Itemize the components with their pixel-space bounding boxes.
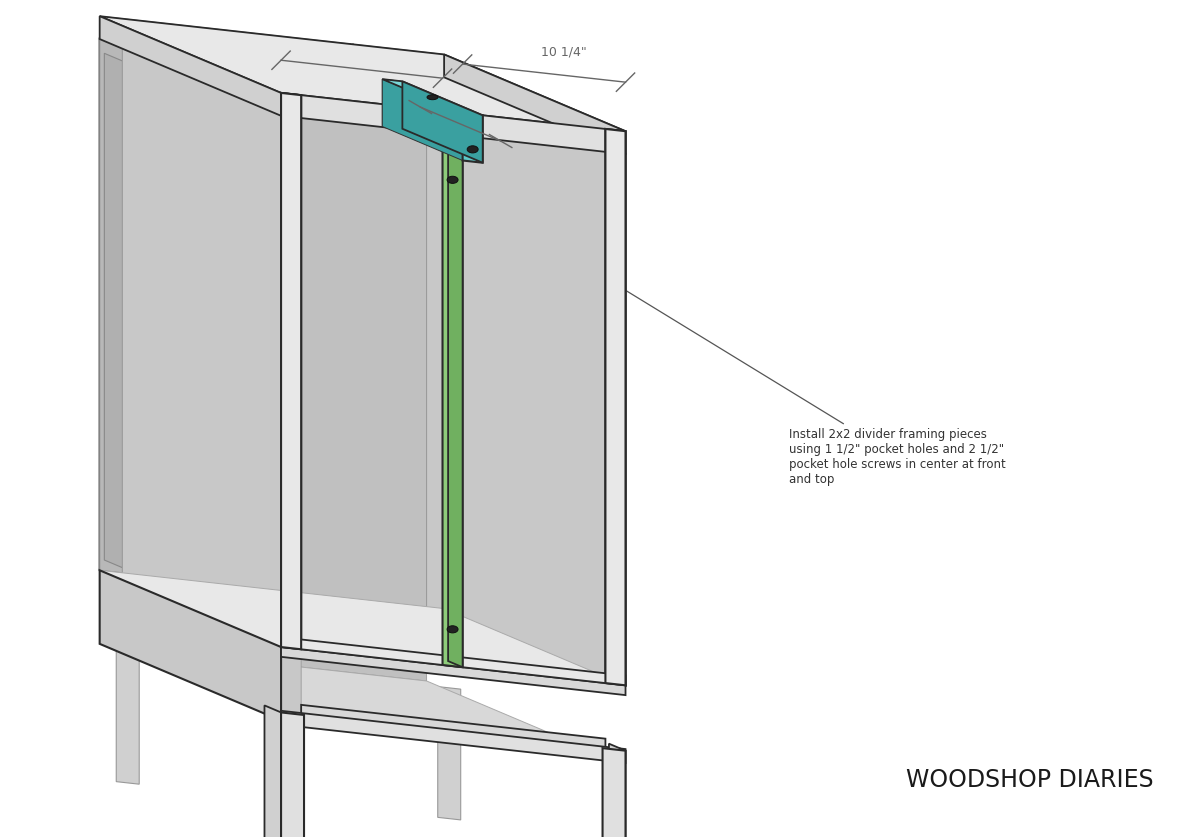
Polygon shape — [444, 77, 625, 685]
Polygon shape — [281, 712, 304, 838]
Polygon shape — [100, 571, 281, 721]
Polygon shape — [443, 134, 463, 667]
Polygon shape — [104, 54, 265, 628]
Polygon shape — [438, 686, 461, 820]
Polygon shape — [100, 16, 281, 116]
Polygon shape — [100, 39, 281, 647]
Polygon shape — [122, 574, 301, 723]
Ellipse shape — [448, 176, 458, 184]
Ellipse shape — [427, 95, 438, 100]
Polygon shape — [383, 79, 482, 116]
Polygon shape — [100, 571, 625, 685]
Polygon shape — [122, 43, 606, 152]
Polygon shape — [608, 743, 625, 838]
Polygon shape — [301, 705, 606, 750]
Polygon shape — [606, 129, 625, 685]
Polygon shape — [122, 43, 427, 608]
Polygon shape — [116, 651, 139, 784]
Polygon shape — [281, 637, 625, 685]
Polygon shape — [264, 706, 281, 838]
Polygon shape — [122, 647, 606, 757]
Polygon shape — [281, 93, 625, 154]
Polygon shape — [100, 16, 625, 132]
Polygon shape — [122, 574, 427, 681]
Polygon shape — [281, 93, 301, 649]
Text: 14": 14" — [473, 117, 494, 131]
Polygon shape — [444, 54, 625, 154]
Polygon shape — [602, 748, 625, 838]
Polygon shape — [606, 129, 625, 685]
Text: WOODSHOP DIARIES: WOODSHOP DIARIES — [906, 768, 1153, 792]
Polygon shape — [100, 39, 444, 608]
Text: 10 1/4": 10 1/4" — [310, 41, 355, 54]
Polygon shape — [428, 127, 463, 136]
Polygon shape — [448, 130, 463, 667]
Ellipse shape — [448, 626, 458, 633]
Polygon shape — [281, 711, 625, 763]
Polygon shape — [100, 16, 444, 77]
Polygon shape — [122, 43, 301, 649]
Polygon shape — [427, 76, 606, 683]
Text: 28": 28" — [493, 398, 515, 411]
Polygon shape — [383, 79, 402, 129]
Ellipse shape — [467, 146, 478, 153]
Polygon shape — [122, 574, 606, 683]
Polygon shape — [383, 79, 463, 161]
Text: Install 2x2 divider framing pieces
using 1 1/2" pocket holes and 2 1/2"
pocket h: Install 2x2 divider framing pieces using… — [572, 258, 1006, 486]
Polygon shape — [463, 113, 482, 163]
Polygon shape — [402, 81, 482, 163]
Polygon shape — [281, 93, 301, 649]
Polygon shape — [281, 647, 625, 696]
Text: 10 1/4": 10 1/4" — [541, 45, 587, 58]
